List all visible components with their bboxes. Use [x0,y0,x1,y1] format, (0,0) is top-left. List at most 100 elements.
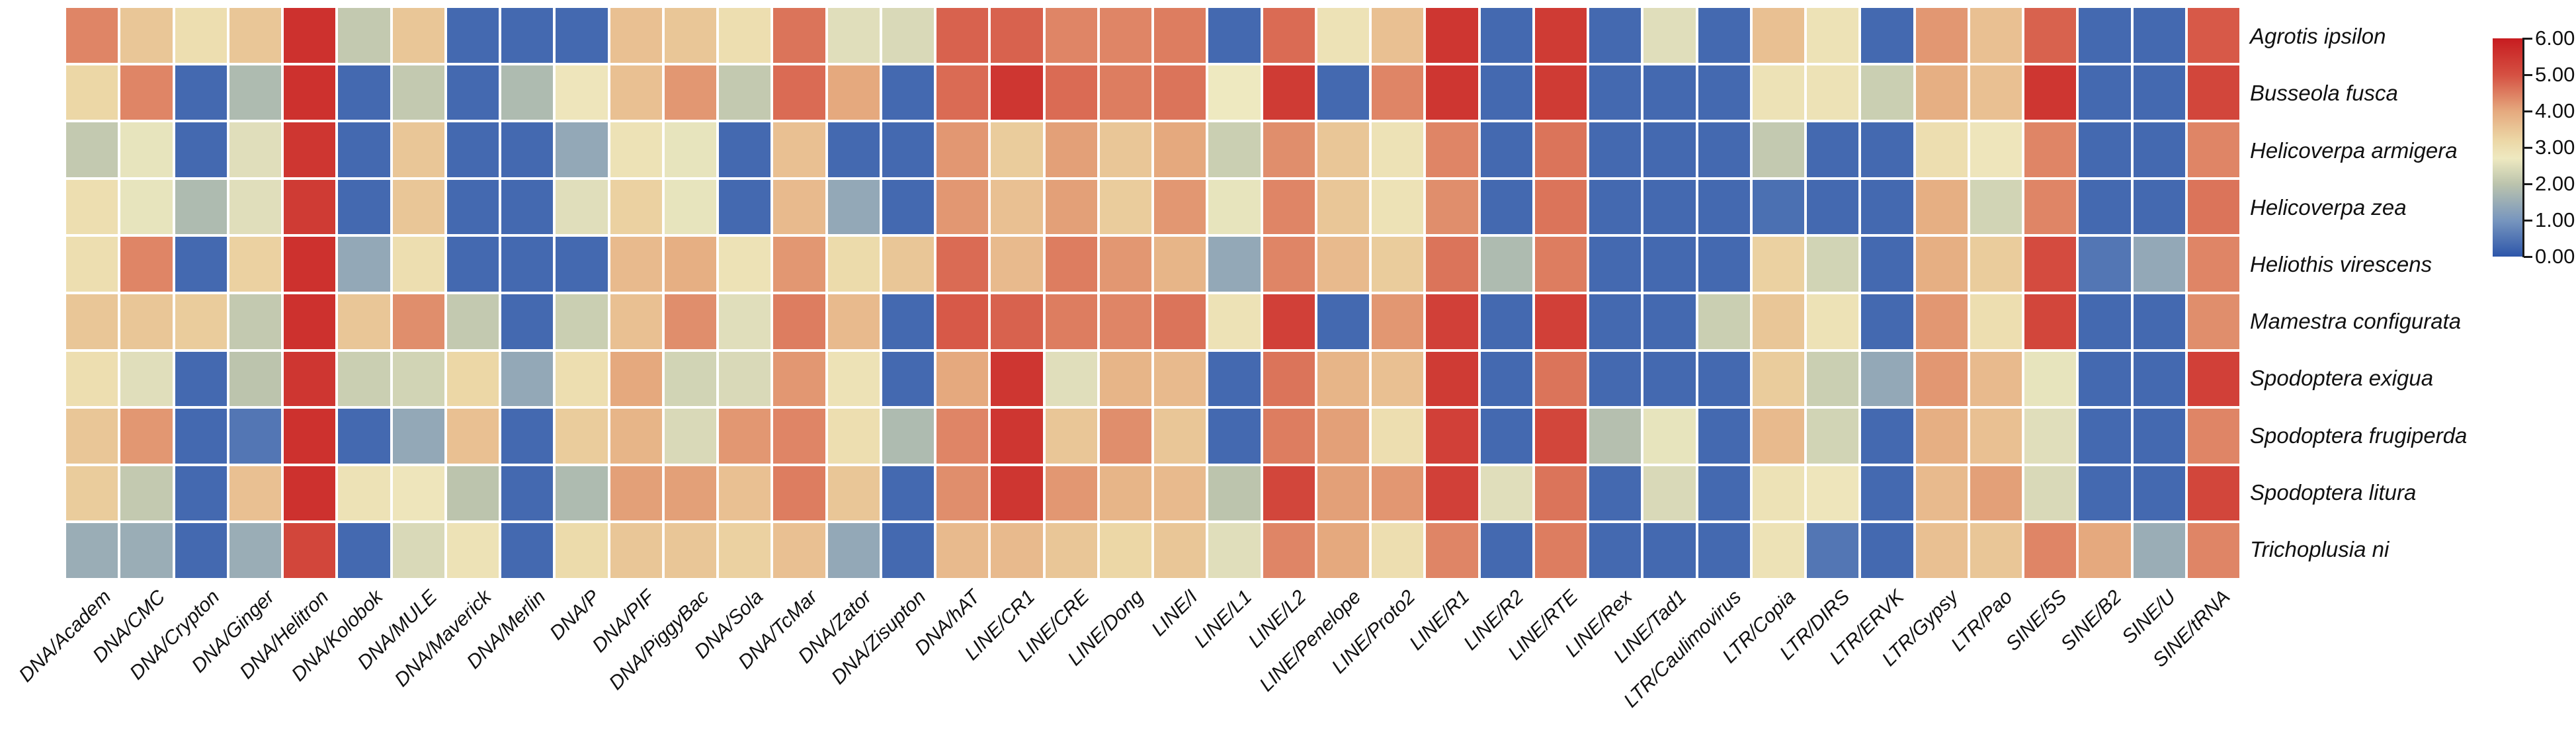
heatmap-cell [2024,179,2077,235]
heatmap-cell [882,65,934,120]
heatmap-cell [120,122,173,177]
heatmap-cell [1099,351,1151,407]
heatmap-cell [2187,466,2239,521]
heatmap-cell [1861,237,1913,292]
heatmap-cell [2133,466,2185,521]
heatmap-cell [229,237,281,292]
heatmap-cell [1045,466,1097,521]
heatmap-cell [2079,122,2131,177]
heatmap-cell [827,237,880,292]
heatmap-cell [1861,351,1913,407]
colorbar-tick [2524,37,2532,40]
heatmap-cell [1861,65,1913,120]
heatmap-cell [773,8,825,63]
heatmap-cell [664,179,716,235]
heatmap-cell [2079,466,2131,521]
heatmap-cell [664,466,716,521]
heatmap-cell [1317,8,1369,63]
heatmap-cell [1643,523,1696,578]
heatmap-cell [392,122,444,177]
row-label: Trichoplusia ni [2250,536,2389,561]
heatmap-figure: Agrotis ipsilon Busseola fusca Helicoverpa… [15,8,2575,712]
heatmap-cell [936,351,989,407]
heatmap-cell [1208,65,1261,120]
heatmap-cell [882,237,934,292]
heatmap-cell [827,409,880,464]
heatmap-cell [2024,122,2077,177]
heatmap-cell [446,237,499,292]
heatmap-cell [120,8,173,63]
colorbar-tick [2524,73,2532,76]
heatmap-cell [1643,351,1696,407]
heatmap-cell [936,8,989,63]
heatmap-cell [1589,65,1641,120]
heatmap-cell [1807,237,1859,292]
heatmap-cell [1970,179,2022,235]
heatmap-cell [773,294,825,349]
heatmap-cell [773,122,825,177]
heatmap-cell [827,351,880,407]
heatmap-cell [1480,65,1532,120]
heatmap-cell [1263,523,1315,578]
heatmap-cell [1208,351,1261,407]
heatmap-cell [501,523,554,578]
heatmap-cell [392,179,444,235]
heatmap-cell [338,409,390,464]
heatmap-cell [66,8,118,63]
heatmap-cell [556,466,608,521]
heatmap-cell [773,237,825,292]
heatmap-cell [827,122,880,177]
heatmap-cell [175,294,227,349]
heatmap-cell [719,179,771,235]
heatmap-cell [1099,466,1151,521]
heatmap-cell [175,122,227,177]
heatmap-cell [1589,179,1641,235]
heatmap-cell [1263,65,1315,120]
heatmap-cell [446,8,499,63]
heatmap-cell [936,523,989,578]
heatmap-cell [501,122,554,177]
heatmap-cell [2133,351,2185,407]
heatmap-cell [1970,237,2022,292]
heatmap-cell [719,237,771,292]
heatmap-cell [664,409,716,464]
heatmap-cell [338,122,390,177]
heatmap-cell [501,237,554,292]
heatmap-cell [1263,179,1315,235]
heatmap-cell [392,351,444,407]
heatmap-cell [1045,523,1097,578]
heatmap-cell [1861,294,1913,349]
heatmap-cell [2133,122,2185,177]
heatmap-cell [1698,179,1750,235]
heatmap-cell [446,65,499,120]
heatmap-cell [1208,523,1261,578]
heatmap-cell [1154,466,1206,521]
heatmap-cell [120,466,173,521]
heatmap-cell [991,179,1043,235]
heatmap-cell [1480,409,1532,464]
heatmap-cell [338,179,390,235]
heatmap-cell [2079,409,2131,464]
heatmap-cell [175,466,227,521]
heatmap-cell [936,294,989,349]
heatmap-cell [1372,466,1424,521]
row-label: Heliothis virescens [2250,251,2432,276]
heatmap-cell [1589,351,1641,407]
heatmap-cell [1045,122,1097,177]
heatmap-cell [1534,466,1587,521]
heatmap-cell [229,294,281,349]
heatmap-cell [2133,409,2185,464]
heatmap-cell [284,351,336,407]
heatmap-cell [229,523,281,578]
heatmap-cell [284,237,336,292]
heatmap-cell [66,523,118,578]
heatmap-cell [338,351,390,407]
heatmap-cell [719,294,771,349]
heatmap-cell [229,351,281,407]
heatmap-cell [882,294,934,349]
heatmap-cell [1861,179,1913,235]
heatmap-cell [1099,179,1151,235]
heatmap-cell [1208,409,1261,464]
heatmap-cell [1915,523,1968,578]
heatmap-cell [1807,466,1859,521]
